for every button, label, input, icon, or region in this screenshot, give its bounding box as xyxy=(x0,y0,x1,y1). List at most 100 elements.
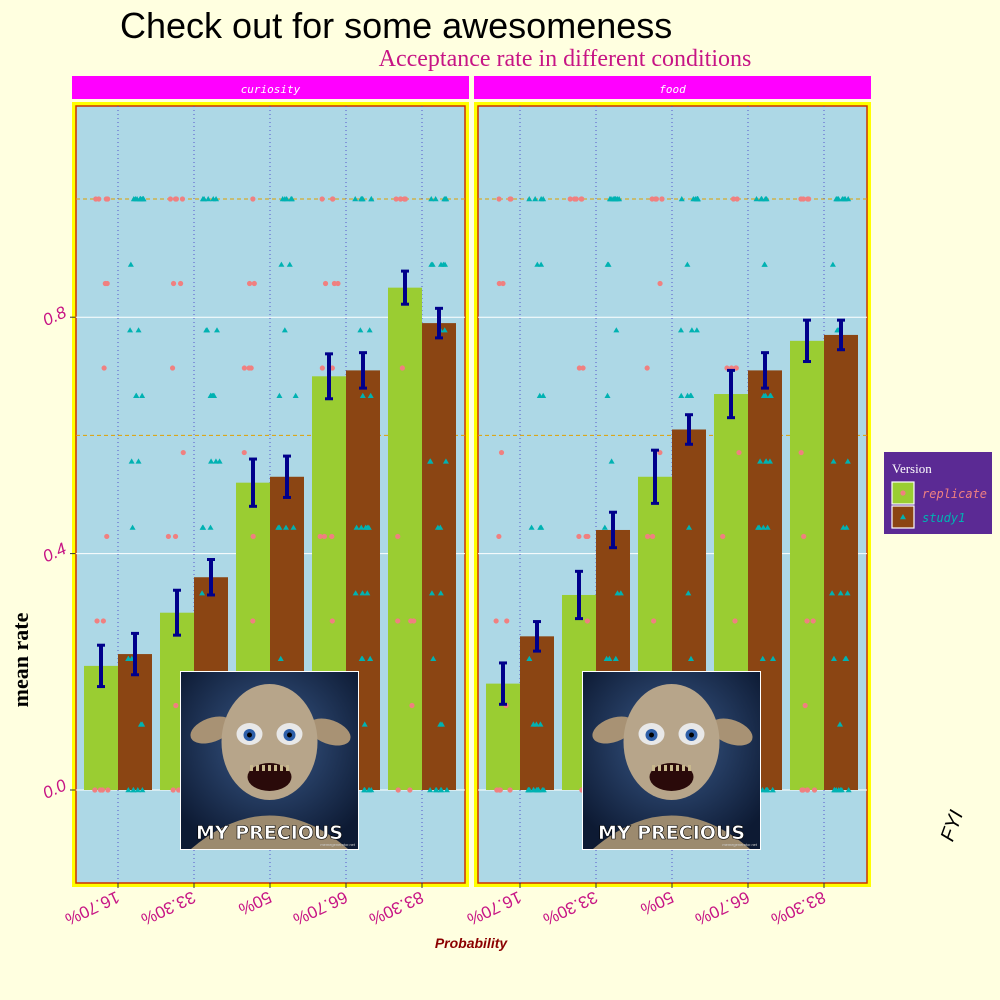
point-study1 xyxy=(364,524,371,530)
point-study1 xyxy=(612,655,619,661)
point-replicate xyxy=(804,787,810,793)
point-study1 xyxy=(443,787,450,793)
point-replicate xyxy=(657,280,663,287)
point-replicate xyxy=(329,533,335,540)
point-study1 xyxy=(134,787,141,793)
chart-title: Check out for some awesomeness xyxy=(120,5,672,46)
point-study1 xyxy=(367,655,374,661)
bar-food-study1-4 xyxy=(824,334,858,790)
point-study1 xyxy=(427,458,434,464)
point-study1 xyxy=(694,196,701,202)
point-study1 xyxy=(688,392,695,399)
point-study1 xyxy=(281,196,288,202)
point-replicate xyxy=(578,196,584,202)
y-tick-label: 0.4 xyxy=(40,539,69,566)
point-replicate xyxy=(649,196,655,202)
point-replicate xyxy=(798,449,804,456)
point-study1 xyxy=(352,196,359,202)
point-study1 xyxy=(537,524,544,530)
point-study1 xyxy=(357,327,364,333)
point-replicate xyxy=(167,196,173,202)
point-study1 xyxy=(759,655,766,661)
point-replicate xyxy=(105,196,111,202)
point-study1 xyxy=(842,655,849,661)
legend-key-study1-point xyxy=(900,514,906,520)
point-replicate xyxy=(92,787,98,793)
point-replicate xyxy=(801,533,807,540)
point-replicate xyxy=(331,280,338,287)
bar-curiosity-study1-0 xyxy=(118,654,152,790)
point-study1 xyxy=(539,787,546,793)
point-replicate xyxy=(170,787,176,793)
point-study1 xyxy=(770,655,777,661)
point-replicate xyxy=(800,787,806,793)
point-replicate xyxy=(496,533,502,540)
point-replicate xyxy=(802,702,808,709)
point-replicate xyxy=(169,365,176,371)
point-replicate xyxy=(97,787,104,793)
bar-food-replicate-4 xyxy=(790,340,824,790)
point-study1 xyxy=(368,787,375,793)
point-replicate xyxy=(179,196,186,202)
point-study1 xyxy=(353,524,360,530)
point-study1 xyxy=(538,261,545,267)
point-study1 xyxy=(199,590,206,596)
point-study1 xyxy=(608,458,615,464)
bar-curiosity-study1-4 xyxy=(422,323,456,790)
point-study1 xyxy=(532,196,539,202)
point-study1 xyxy=(769,787,776,793)
point-replicate xyxy=(651,618,657,624)
point-replicate xyxy=(805,196,811,202)
point-replicate xyxy=(397,196,404,202)
point-replicate xyxy=(393,196,399,202)
point-study1 xyxy=(538,196,545,202)
x-tick-label: 83.30% xyxy=(768,887,828,929)
point-replicate xyxy=(96,196,102,202)
point-replicate xyxy=(496,787,503,793)
point-study1 xyxy=(610,196,617,202)
point-study1 xyxy=(760,524,767,530)
x-tick-label: 16.70% xyxy=(62,887,122,929)
point-study1 xyxy=(604,261,611,267)
meme-caption: MY PRECIOUS xyxy=(196,822,343,844)
facet-strip-food xyxy=(474,76,871,99)
point-study1 xyxy=(677,327,684,333)
point-study1 xyxy=(364,590,371,596)
point-replicate xyxy=(317,533,323,540)
point-study1 xyxy=(829,590,836,596)
point-replicate xyxy=(720,533,726,540)
point-study1 xyxy=(613,327,620,333)
point-study1 xyxy=(366,327,373,333)
point-study1 xyxy=(213,327,220,333)
point-replicate xyxy=(576,533,582,540)
point-study1 xyxy=(430,655,437,661)
point-study1 xyxy=(204,327,211,333)
x-tick-label: 16.70% xyxy=(464,887,524,929)
point-study1 xyxy=(359,392,366,399)
point-study1 xyxy=(528,524,535,530)
point-study1 xyxy=(359,590,366,596)
point-study1 xyxy=(358,524,365,530)
point-study1 xyxy=(438,787,445,793)
point-study1 xyxy=(358,196,365,202)
point-study1 xyxy=(834,327,841,333)
bar-curiosity-replicate-4 xyxy=(388,287,422,790)
point-study1 xyxy=(429,261,436,267)
point-replicate xyxy=(246,365,252,371)
point-replicate xyxy=(730,196,737,202)
point-study1 xyxy=(844,590,851,596)
meme-watermark: memegenerator.net xyxy=(320,842,356,847)
point-replicate xyxy=(644,533,651,540)
point-study1 xyxy=(276,524,283,530)
point-study1 xyxy=(292,392,299,399)
point-study1 xyxy=(540,392,547,399)
point-study1 xyxy=(133,392,140,399)
point-replicate xyxy=(330,196,336,202)
point-replicate xyxy=(580,365,586,371)
point-replicate xyxy=(507,196,513,202)
point-replicate xyxy=(178,280,184,287)
point-study1 xyxy=(205,196,212,202)
point-replicate xyxy=(172,196,179,202)
point-replicate xyxy=(496,196,502,202)
